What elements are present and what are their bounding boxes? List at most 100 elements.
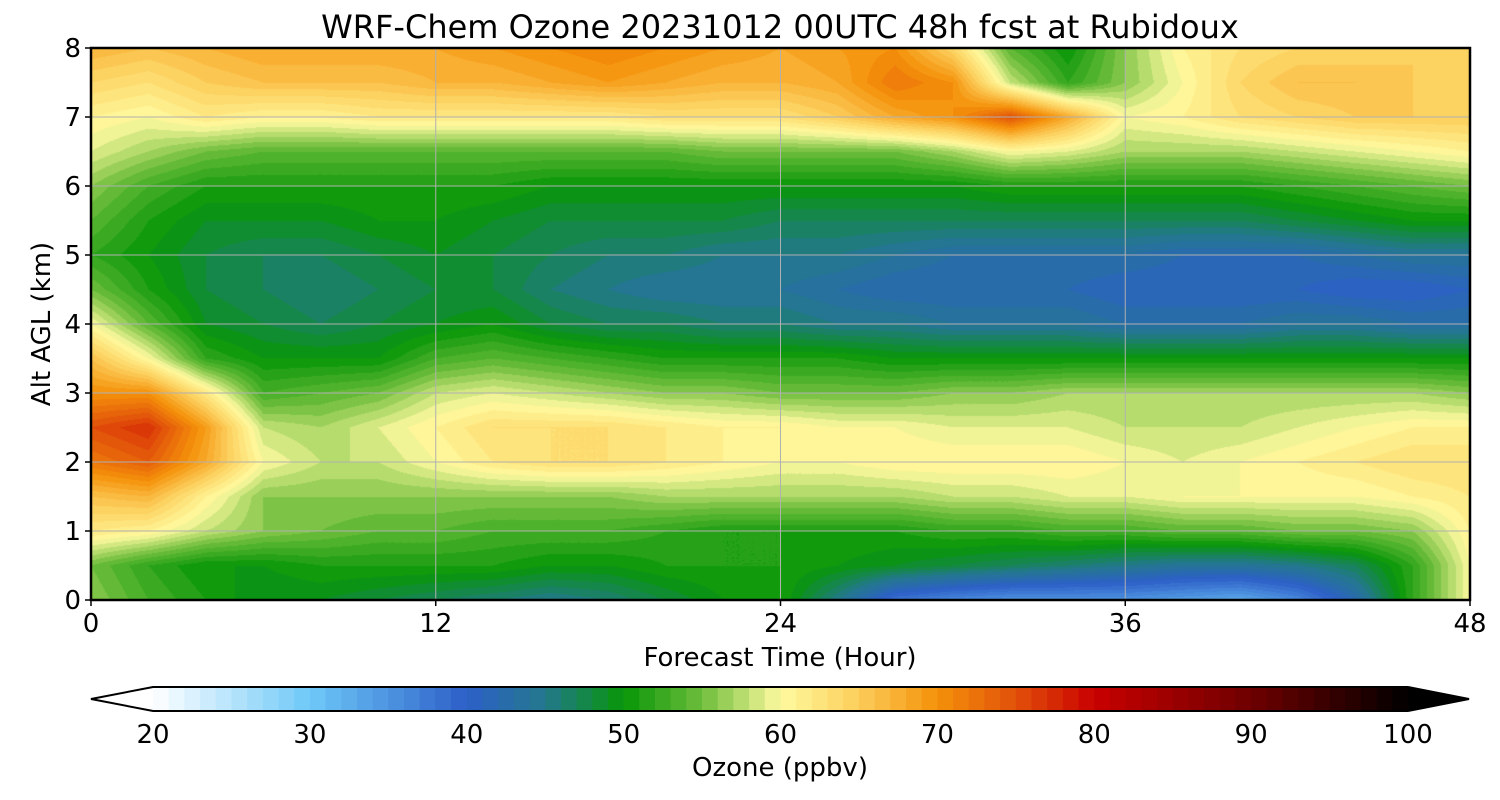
colorbar-bin <box>1109 687 1127 711</box>
colorbar-bin <box>231 687 248 711</box>
colorbar-outline <box>90 686 1470 712</box>
colorbar-tick-label: 40 <box>450 720 483 750</box>
colorbar-bin <box>1188 687 1205 711</box>
colorbar-bin <box>811 687 829 711</box>
colorbar-bin <box>1360 687 1378 711</box>
colorbar-bin <box>607 687 625 711</box>
colorbar-bin <box>215 687 233 711</box>
colorbar-bin <box>953 687 970 711</box>
colorbar-bin <box>780 687 797 711</box>
y-tick-label: 1 <box>64 517 81 547</box>
colorbar-bin <box>670 687 687 711</box>
colorbar-bin <box>1329 687 1346 711</box>
colorbar-bin <box>749 687 766 711</box>
colorbar-tick-label: 80 <box>1078 720 1111 750</box>
colorbar-bin <box>309 687 327 711</box>
y-tick-label: 3 <box>64 379 81 409</box>
colorbar-bin <box>388 687 405 711</box>
colorbar-bin <box>858 687 876 711</box>
colorbar-bin <box>592 687 609 711</box>
colorbar-bin <box>1282 687 1299 711</box>
colorbar-bin <box>1078 687 1095 711</box>
x-tick-label: 0 <box>83 609 100 639</box>
colorbar-bin <box>655 687 672 711</box>
y-tick-label: 7 <box>64 103 81 133</box>
colorbar-tick-label: 90 <box>1235 720 1268 750</box>
colorbar-bin <box>1047 687 1064 711</box>
x-tick-label: 12 <box>419 609 452 639</box>
colorbar-bin <box>404 687 421 711</box>
colorbar-bin <box>466 687 484 711</box>
colorbar-bin <box>482 687 499 711</box>
x-axis-label: Forecast Time (Hour) <box>643 643 916 673</box>
colorbar-bin <box>968 687 986 711</box>
colorbar-bin <box>372 687 389 711</box>
colorbar-bin <box>1298 687 1315 711</box>
x-tick-label: 48 <box>1453 609 1486 639</box>
colorbar-bin <box>1219 687 1237 711</box>
colorbar-label: Ozone (ppbv) <box>692 753 868 783</box>
y-axis-label: Alt AGL (km) <box>27 242 57 406</box>
colorbar-bin <box>1313 687 1331 711</box>
colorbar-bin <box>1000 687 1017 711</box>
colorbar-bin <box>874 687 891 711</box>
colorbar-bin <box>1031 687 1048 711</box>
colorbar-bin <box>733 687 750 711</box>
colorbar-bin <box>1376 687 1393 711</box>
y-tick-label: 5 <box>64 241 81 271</box>
colorbar-bin <box>843 687 860 711</box>
colorbar-bin <box>200 687 217 711</box>
colorbar-bin <box>827 687 844 711</box>
colorbar-bin <box>1015 687 1033 711</box>
colorbar-tick-label: 30 <box>293 720 326 750</box>
colorbar-bin <box>168 687 185 711</box>
y-tick-label: 2 <box>64 448 81 478</box>
colorbar-bin <box>576 687 593 711</box>
colorbar-bin <box>1172 687 1189 711</box>
colorbar-bin <box>356 687 374 711</box>
colorbar-bin <box>639 687 656 711</box>
colorbar-bin <box>262 687 280 711</box>
y-tick-label: 8 <box>64 34 81 64</box>
y-tick-label: 6 <box>64 172 81 202</box>
colorbar-bin <box>560 687 578 711</box>
colorbar-bin <box>529 687 546 711</box>
colorbar-extend-max <box>1408 687 1469 711</box>
colorbar-bin <box>890 687 907 711</box>
colorbar <box>90 686 1470 712</box>
colorbar-bin <box>1157 687 1174 711</box>
x-axis: 0 12 24 36 48 <box>83 600 1487 639</box>
colorbar-bin <box>702 687 719 711</box>
y-axis: 0 1 2 3 4 5 6 7 8 <box>64 34 91 616</box>
colorbar-bin <box>1094 687 1111 711</box>
colorbar-bin <box>623 687 640 711</box>
colorbar-bin <box>1204 687 1221 711</box>
colorbar-bin <box>451 687 468 711</box>
colorbar-ticks: 20 30 40 50 60 70 80 90 100 <box>136 720 1432 750</box>
colorbar-bin <box>1251 687 1268 711</box>
colorbar-extend-min <box>91 687 153 711</box>
colorbar-bin <box>325 687 342 711</box>
colorbar-bin <box>184 687 201 711</box>
colorbar-bin <box>1141 687 1158 711</box>
colorbar-tick-label: 100 <box>1383 720 1433 750</box>
colorbar-bin <box>1062 687 1080 711</box>
colorbar-bin <box>1392 687 1409 711</box>
colorbar-bin <box>247 687 264 711</box>
grid-lines <box>91 48 1470 600</box>
colorbar-tick-label: 50 <box>607 720 640 750</box>
colorbar-bin <box>1266 687 1284 711</box>
colorbar-bin <box>937 687 954 711</box>
colorbar-bin <box>498 687 515 711</box>
colorbar-bin <box>545 687 562 711</box>
colorbar-bin <box>278 687 295 711</box>
x-tick-label: 36 <box>1109 609 1142 639</box>
x-tick-label: 24 <box>764 609 797 639</box>
colorbar-bin <box>921 687 938 711</box>
colorbar-bin <box>513 687 531 711</box>
colorbar-bin <box>796 687 813 711</box>
colorbar-bin <box>686 687 703 711</box>
colorbar-bin <box>717 687 735 711</box>
